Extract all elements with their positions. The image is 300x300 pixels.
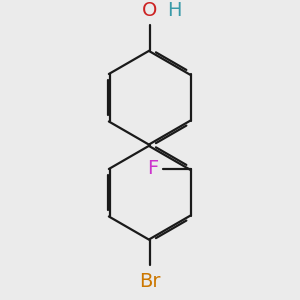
Text: O: O bbox=[142, 2, 158, 20]
Text: H: H bbox=[167, 2, 181, 20]
Text: F: F bbox=[148, 160, 159, 178]
Text: Br: Br bbox=[139, 272, 161, 291]
